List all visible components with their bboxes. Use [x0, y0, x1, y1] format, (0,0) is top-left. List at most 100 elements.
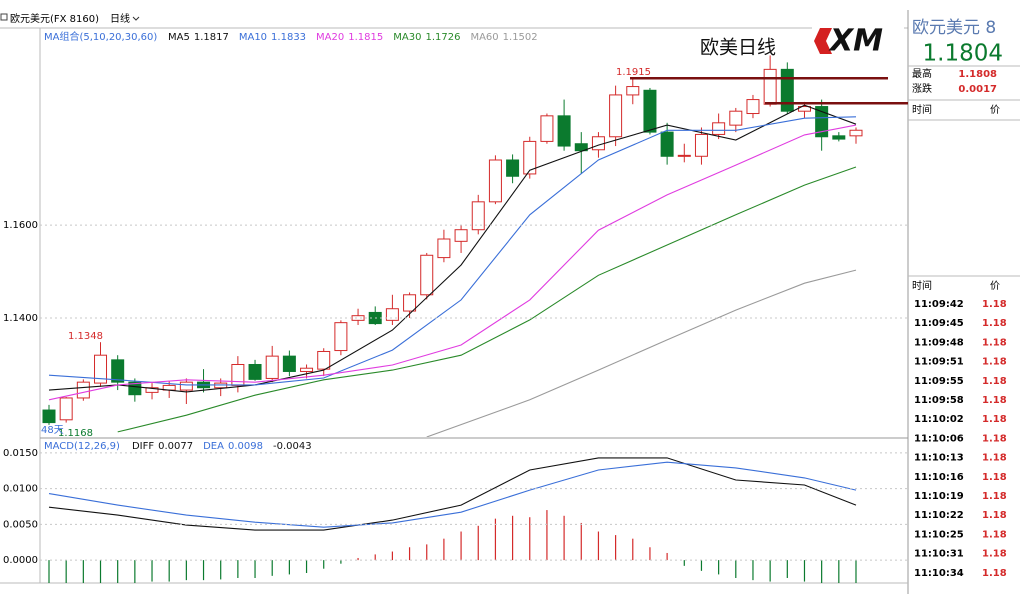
- candle-body: [780, 68, 794, 112]
- tick-list: 11:09:42 1.18 11:09:45 1.18 11:09:48 1.18 11:0…: [914, 299, 1007, 579]
- time-header: 时间: [912, 103, 932, 116]
- candle-body: [832, 135, 846, 140]
- logo-box: [812, 20, 904, 62]
- y-tick-label: 0.0100: [3, 484, 38, 495]
- candle-body: [729, 110, 743, 126]
- tick-time: 11:10:19: [914, 491, 964, 502]
- candle-body: [437, 238, 451, 259]
- indicator-label[interactable]: MA组合(5,10,20,30,60): [44, 30, 157, 43]
- legend-value: 0.0077: [158, 441, 193, 452]
- period[interactable]: 日线: [110, 12, 130, 25]
- tick-price: 1.18: [982, 568, 1007, 579]
- logo-mark: [814, 28, 832, 54]
- tick-price: 1.18: [982, 376, 1007, 387]
- line: [48, 461, 857, 528]
- candle-body: [540, 115, 554, 142]
- candle-body: [300, 367, 314, 372]
- tick-time: 11:09:58: [914, 395, 964, 406]
- candle-body: [660, 131, 674, 157]
- legend-name: MA20: [316, 32, 344, 43]
- tick-time: 11:09:51: [914, 357, 964, 368]
- change-label: 涨跌: [912, 82, 932, 95]
- price-plot: [42, 55, 863, 437]
- candle-body: [351, 315, 365, 321]
- y-tick-label: 0.0050: [3, 519, 38, 530]
- y-tick-label: 1.1600: [3, 220, 38, 231]
- candle-body: [145, 387, 159, 393]
- axes: 1.1600 1.1400 0.0150 0.0100 0.0050 0.0000: [3, 76, 908, 566]
- tick-time: 11:10:02: [914, 414, 964, 425]
- y-tick-label: 0.0000: [3, 555, 38, 566]
- legend-name: MA10: [239, 32, 267, 43]
- tick-time: 11:10:06: [914, 433, 964, 444]
- period-arrow[interactable]: [132, 16, 140, 21]
- candle-body: [317, 350, 331, 370]
- candle-body: [265, 355, 279, 379]
- legend-name: DEA: [203, 441, 224, 452]
- tick-time: 11:10:34: [914, 568, 964, 579]
- tick-price: 1.18: [982, 395, 1007, 406]
- candle-body: [609, 94, 623, 138]
- price-label: 1.1348: [68, 331, 103, 342]
- line: [48, 457, 857, 531]
- legend-name: MA30: [393, 32, 421, 43]
- price-header: 价: [990, 280, 1000, 292]
- tick-price: 1.18: [982, 510, 1007, 521]
- annotation: 欧美日线: [700, 37, 776, 59]
- candle-body: [557, 115, 571, 147]
- candle-body: [128, 381, 142, 396]
- logo: XM: [828, 24, 883, 59]
- candle-body: [282, 355, 296, 372]
- candle-body: [420, 254, 434, 296]
- tick-time: 11:09:55: [914, 376, 964, 387]
- y-tick-label: 1.1400: [3, 313, 38, 324]
- candle-body: [523, 140, 537, 175]
- candle-body: [111, 359, 125, 383]
- tick-time: 11:09:42: [914, 299, 964, 310]
- legend-value: 1.1726: [425, 32, 460, 43]
- panel-title: 欧元美元 8: [912, 18, 996, 38]
- tick-time: 11:10:16: [914, 472, 964, 483]
- tick-price: 1.18: [982, 299, 1007, 310]
- tick-time: 11:10:25: [914, 529, 964, 540]
- high-label: 最高: [912, 67, 932, 80]
- candle-body: [471, 201, 485, 231]
- candle-body: [591, 136, 605, 151]
- candle-body: [76, 381, 90, 399]
- candle-body: [248, 363, 262, 380]
- change-value: 0.0017: [958, 84, 997, 95]
- line: [426, 269, 857, 437]
- line: [48, 124, 857, 401]
- legend-value: 1.1815: [348, 32, 383, 43]
- tick-time: 11:10:31: [914, 549, 964, 560]
- legend-name: MA5: [168, 32, 190, 43]
- candle-body: [746, 99, 760, 115]
- tick-price: 1.18: [982, 453, 1007, 464]
- tick-price: 1.18: [982, 472, 1007, 483]
- candle-body: [94, 354, 108, 384]
- price-label: 1.1915: [616, 67, 651, 78]
- line: [48, 116, 857, 386]
- window-icon: [0, 13, 8, 21]
- time-header: 时间: [912, 279, 932, 292]
- tab-title[interactable]: 欧元美元(FX 8160): [10, 12, 99, 25]
- tick-price: 1.18: [982, 491, 1007, 502]
- candle-body: [574, 143, 588, 152]
- tick-time: 11:09:45: [914, 318, 964, 329]
- legend-value: 1.1502: [503, 32, 538, 43]
- legend-name: DIFF: [132, 441, 154, 452]
- legend-value: 0.0098: [228, 441, 263, 452]
- candle-body: [626, 86, 640, 96]
- candle-body: [815, 106, 829, 138]
- tick-time: 11:09:48: [914, 337, 964, 348]
- tick-price: 1.18: [982, 433, 1007, 444]
- candle-body: [677, 154, 691, 157]
- macd-title: MACD(12,26,9): [44, 441, 120, 452]
- candle-body: [506, 159, 520, 177]
- line: [117, 166, 857, 433]
- candle-body: [42, 409, 56, 424]
- macd-plot: [48, 457, 857, 583]
